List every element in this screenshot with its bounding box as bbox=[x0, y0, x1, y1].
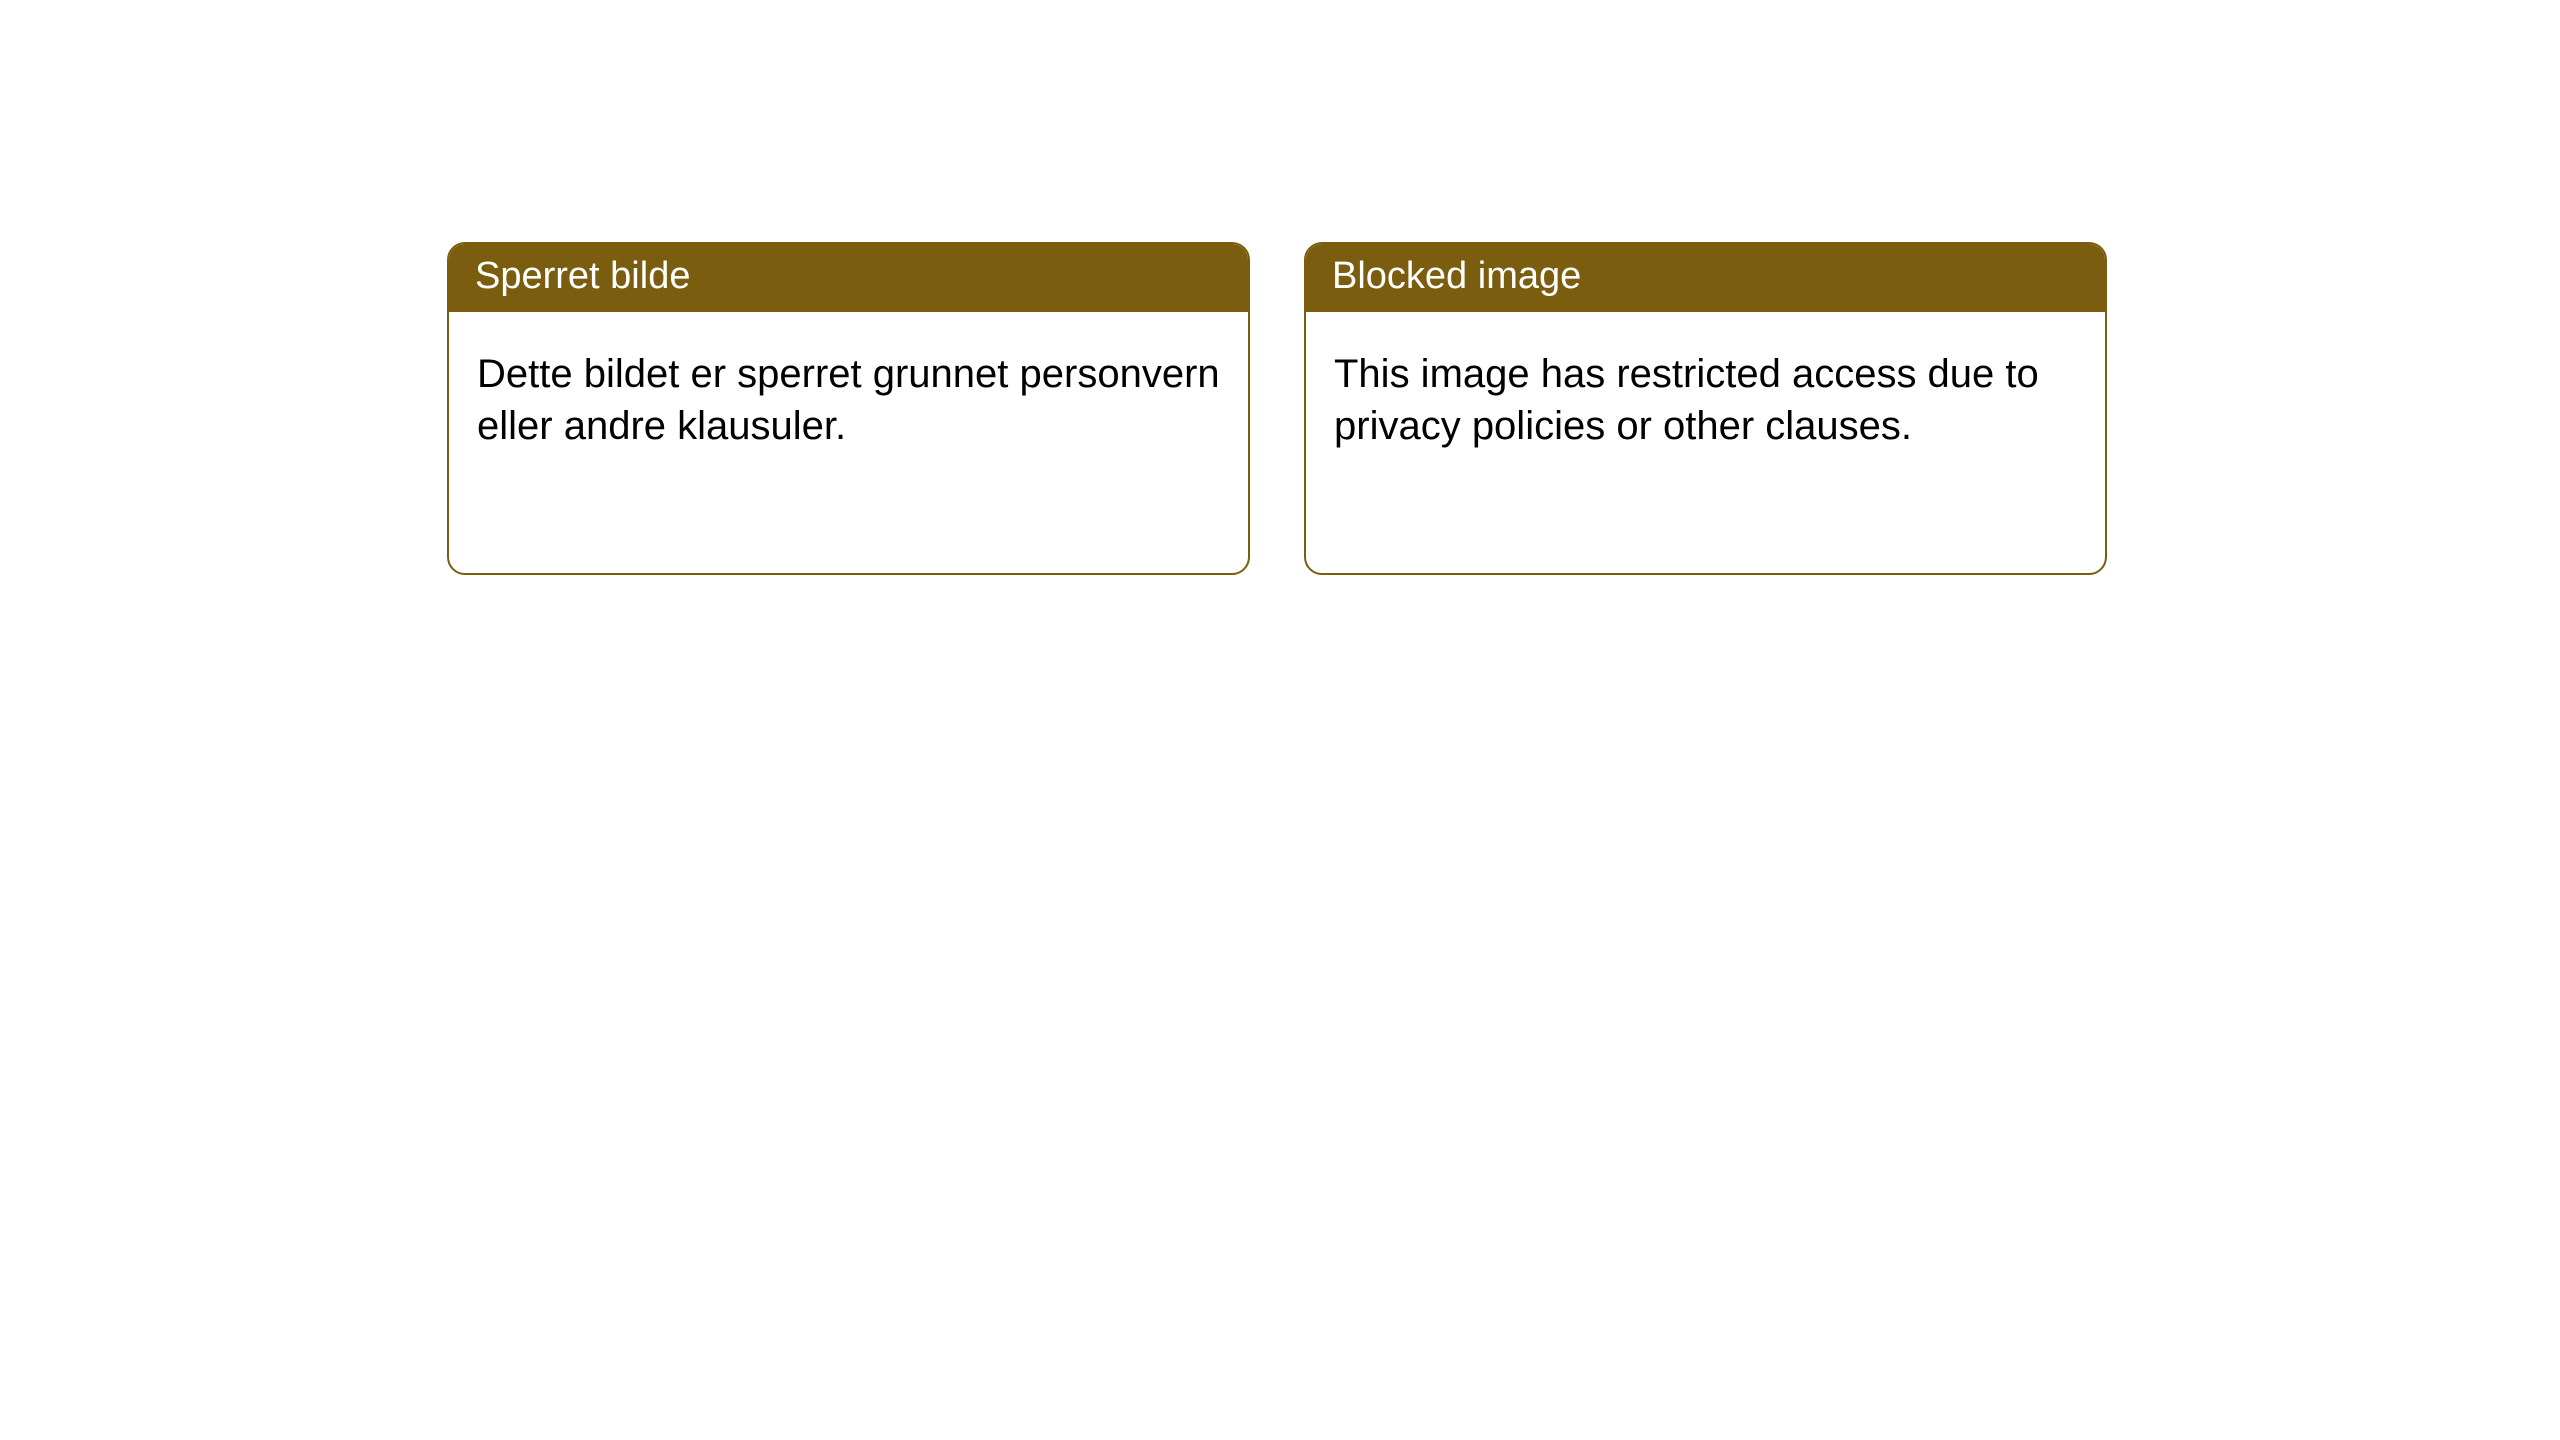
card-body: Dette bildet er sperret grunnet personve… bbox=[449, 312, 1248, 480]
card-header: Blocked image bbox=[1306, 244, 2105, 312]
notice-container: Sperret bilde Dette bildet er sperret gr… bbox=[0, 0, 2560, 575]
card-body: This image has restricted access due to … bbox=[1306, 312, 2105, 480]
blocked-image-card-en: Blocked image This image has restricted … bbox=[1304, 242, 2107, 575]
card-header: Sperret bilde bbox=[449, 244, 1248, 312]
blocked-image-card-no: Sperret bilde Dette bildet er sperret gr… bbox=[447, 242, 1250, 575]
